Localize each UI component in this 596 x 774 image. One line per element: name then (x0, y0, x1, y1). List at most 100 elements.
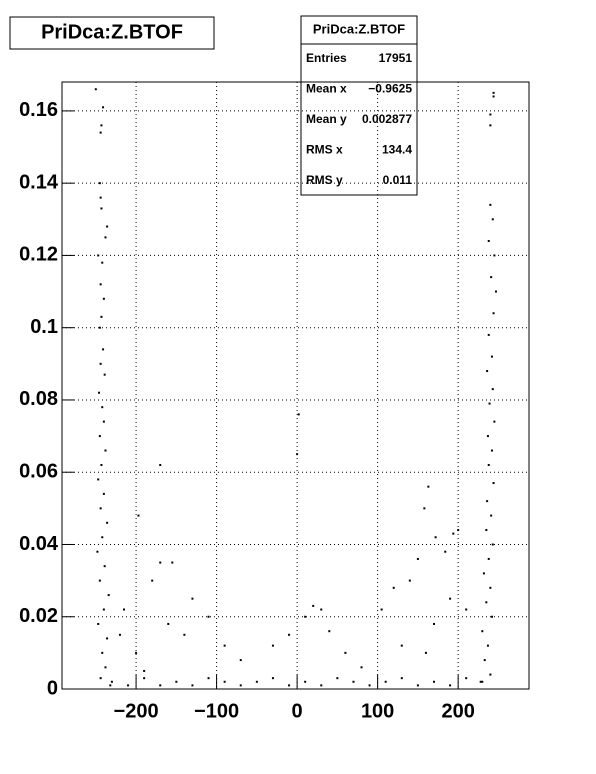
point (296, 453, 299, 456)
point (255, 680, 258, 683)
point (207, 615, 210, 618)
point (432, 622, 435, 625)
point (183, 633, 186, 636)
point (492, 95, 495, 98)
point (344, 651, 347, 654)
point (320, 684, 323, 687)
point (449, 597, 452, 600)
point (489, 203, 492, 206)
point (96, 550, 99, 553)
y-tick-label: 0.08 (19, 388, 58, 410)
point (137, 514, 140, 517)
point (94, 88, 97, 91)
point (98, 391, 101, 394)
point (486, 435, 489, 438)
point (175, 680, 178, 683)
point (100, 463, 103, 466)
point (101, 536, 104, 539)
point (479, 680, 482, 683)
point (449, 684, 452, 687)
x-tick-label: 200 (441, 700, 474, 722)
y-tick-label: 0.04 (19, 533, 59, 555)
point (97, 254, 100, 257)
point (494, 290, 497, 293)
stats-value: 0.011 (383, 173, 413, 187)
point (106, 637, 109, 640)
point (352, 680, 355, 683)
stats-label: RMS x (306, 143, 343, 157)
y-tick-label: 0.14 (19, 171, 59, 193)
point (99, 507, 102, 510)
point (424, 651, 427, 654)
point (320, 608, 323, 611)
point (102, 608, 105, 611)
point (360, 666, 363, 669)
point (492, 312, 495, 315)
point (487, 557, 490, 560)
point (98, 579, 101, 582)
point (98, 326, 101, 329)
point (492, 482, 495, 485)
point (400, 677, 403, 680)
point (101, 651, 104, 654)
point (104, 449, 107, 452)
point (490, 514, 493, 517)
x-tick-label: −200 (114, 700, 159, 722)
point (99, 196, 102, 199)
x-tick-label: −100 (194, 700, 239, 722)
point (271, 677, 274, 680)
point (106, 521, 109, 524)
point (143, 669, 146, 672)
point (288, 633, 291, 636)
point (400, 644, 403, 647)
point (384, 680, 387, 683)
point (465, 608, 468, 611)
point (102, 492, 105, 495)
point (492, 91, 495, 94)
point (380, 608, 383, 611)
point (127, 684, 130, 687)
point (312, 604, 315, 607)
stats-value: −0.9625 (368, 82, 412, 96)
point (191, 684, 194, 687)
point (104, 236, 107, 239)
point (493, 254, 496, 257)
stats-value: 17951 (379, 51, 413, 65)
point (104, 666, 107, 669)
y-tick-label: 0.06 (19, 460, 58, 482)
point (171, 561, 174, 564)
point (423, 507, 426, 510)
point (483, 659, 486, 662)
point (490, 449, 493, 452)
point (489, 124, 492, 127)
point (304, 680, 307, 683)
stats-box (300, 15, 418, 196)
point (336, 677, 339, 680)
point (159, 463, 162, 466)
point (392, 586, 395, 589)
point (191, 597, 194, 600)
point (297, 413, 300, 416)
point (416, 684, 419, 687)
point (493, 420, 496, 423)
y-tick-label: 0.1 (30, 316, 58, 338)
point (486, 370, 489, 373)
point (457, 529, 460, 532)
point (288, 684, 291, 687)
point (99, 283, 102, 286)
point (452, 532, 455, 535)
chart-title: PriDca:Z.BTOF (41, 21, 183, 43)
point (486, 500, 489, 503)
point (487, 463, 490, 466)
point (481, 630, 484, 633)
point (97, 478, 100, 481)
point (481, 680, 484, 683)
stats-label: Mean x (306, 82, 347, 96)
point (491, 218, 494, 221)
point (486, 644, 489, 647)
point (100, 124, 103, 127)
point (100, 207, 103, 210)
point (223, 644, 226, 647)
point (107, 594, 110, 597)
